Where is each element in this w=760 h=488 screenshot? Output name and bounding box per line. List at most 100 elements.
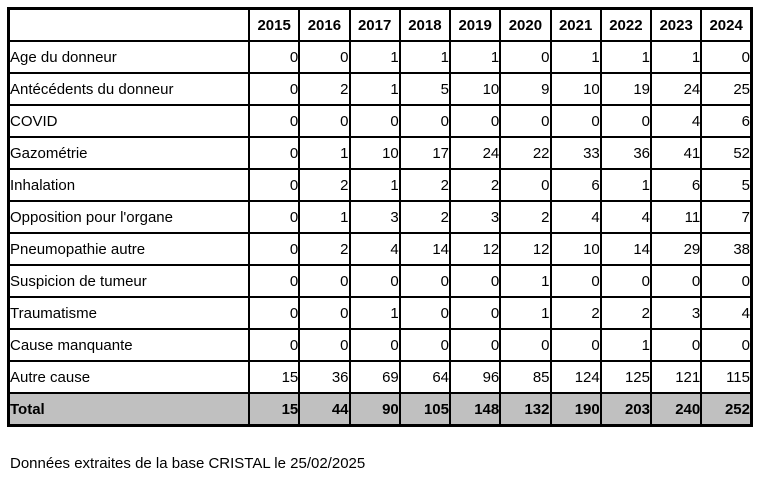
value-cell: 6 xyxy=(649,168,703,202)
value-cell: 0 xyxy=(398,328,452,362)
value-cell: 0 xyxy=(398,264,452,298)
value-cell: 36 xyxy=(599,136,653,170)
total-row: Total 15 44 90 105 148 132 190 203 240 252 xyxy=(7,392,753,427)
year-header-cell: 2019 xyxy=(448,7,502,42)
table-row: Suspicion de tumeur 0 0 0 0 0 1 0 0 0 0 xyxy=(7,264,753,298)
value-cell: 41 xyxy=(649,136,703,170)
value-cell: 0 xyxy=(700,264,753,298)
value-cell: 24 xyxy=(448,136,502,170)
value-cell: 0 xyxy=(298,328,351,362)
value-cell: 0 xyxy=(298,40,351,74)
value-cell: 5 xyxy=(398,72,452,106)
value-cell: 11 xyxy=(649,200,703,234)
value-cell: 0 xyxy=(448,264,502,298)
value-cell: 36 xyxy=(298,360,351,394)
table-row: Autre cause 15 36 69 64 96 85 124 125 121 115 xyxy=(7,360,753,394)
value-cell: 29 xyxy=(649,232,703,266)
table-header-row: 2015 2016 2017 2018 2019 2020 2021 2022 2023 2024 xyxy=(7,7,753,42)
value-cell: 12 xyxy=(448,232,502,266)
value-cell: 14 xyxy=(599,232,653,266)
year-header-cell: 2016 xyxy=(298,7,351,42)
year-header-cell: 2023 xyxy=(649,7,703,42)
value-cell: 0 xyxy=(649,264,703,298)
year-header-cell: 2018 xyxy=(398,7,452,42)
value-cell: 1 xyxy=(448,40,502,74)
value-cell: 148 xyxy=(448,392,502,427)
value-cell: 0 xyxy=(348,264,401,298)
value-cell: 4 xyxy=(549,200,602,234)
value-cell: 3 xyxy=(448,200,502,234)
value-cell: 0 xyxy=(247,104,301,138)
value-cell: 0 xyxy=(298,296,351,330)
value-cell: 2 xyxy=(448,168,502,202)
value-cell: 0 xyxy=(499,328,552,362)
row-label: Cause manquante xyxy=(7,328,250,362)
value-cell: 4 xyxy=(700,296,753,330)
year-header-cell: 2024 xyxy=(700,7,753,42)
value-cell: 15 xyxy=(247,360,301,394)
value-cell: 2 xyxy=(499,200,552,234)
row-label: Autre cause xyxy=(7,360,250,394)
value-cell: 240 xyxy=(649,392,703,427)
value-cell: 17 xyxy=(398,136,452,170)
value-cell: 10 xyxy=(348,136,401,170)
row-label: Gazométrie xyxy=(7,136,250,170)
value-cell: 10 xyxy=(549,72,602,106)
value-cell: 0 xyxy=(448,104,502,138)
year-header-cell: 2017 xyxy=(348,7,401,42)
value-cell: 0 xyxy=(649,328,703,362)
row-label: Age du donneur xyxy=(7,40,250,74)
row-label: Antécédents du donneur xyxy=(7,72,250,106)
value-cell: 190 xyxy=(549,392,602,427)
value-cell: 2 xyxy=(298,72,351,106)
value-cell: 25 xyxy=(700,72,753,106)
value-cell: 0 xyxy=(348,328,401,362)
value-cell: 2 xyxy=(298,232,351,266)
value-cell: 0 xyxy=(549,264,602,298)
value-cell: 90 xyxy=(348,392,401,427)
value-cell: 105 xyxy=(398,392,452,427)
table-row: COVID 0 0 0 0 0 0 0 0 4 6 xyxy=(7,104,753,138)
year-header-cell: 2021 xyxy=(549,7,602,42)
value-cell: 1 xyxy=(649,40,703,74)
value-cell: 0 xyxy=(599,264,653,298)
row-label: COVID xyxy=(7,104,250,138)
value-cell: 4 xyxy=(348,232,401,266)
value-cell: 1 xyxy=(348,168,401,202)
value-cell: 0 xyxy=(398,104,452,138)
value-cell: 0 xyxy=(448,328,502,362)
value-cell: 6 xyxy=(549,168,602,202)
value-cell: 0 xyxy=(448,296,502,330)
row-label: Pneumopathie autre xyxy=(7,232,250,266)
value-cell: 0 xyxy=(499,40,552,74)
table-body: Age du donneur 0 0 1 1 1 0 1 1 1 0 Antécédents du d… xyxy=(7,40,753,427)
value-cell: 0 xyxy=(398,296,452,330)
value-cell: 9 xyxy=(499,72,552,106)
value-cell: 115 xyxy=(700,360,753,394)
value-cell: 0 xyxy=(247,264,301,298)
year-header-cell: 2020 xyxy=(499,7,552,42)
value-cell: 2 xyxy=(398,168,452,202)
value-cell: 203 xyxy=(599,392,653,427)
value-cell: 1 xyxy=(348,72,401,106)
value-cell: 1 xyxy=(599,40,653,74)
value-cell: 14 xyxy=(398,232,452,266)
value-cell: 12 xyxy=(499,232,552,266)
table-row: Traumatisme 0 0 1 0 0 1 2 2 3 4 xyxy=(7,296,753,330)
value-cell: 2 xyxy=(298,168,351,202)
row-label: Total xyxy=(7,392,250,427)
value-cell: 0 xyxy=(247,40,301,74)
value-cell: 64 xyxy=(398,360,452,394)
value-cell: 0 xyxy=(247,136,301,170)
value-cell: 4 xyxy=(649,104,703,138)
value-cell: 0 xyxy=(247,232,301,266)
value-cell: 4 xyxy=(599,200,653,234)
table-row: Gazométrie 0 1 10 17 24 22 33 36 41 52 xyxy=(7,136,753,170)
value-cell: 0 xyxy=(247,296,301,330)
value-cell: 1 xyxy=(499,264,552,298)
value-cell: 2 xyxy=(599,296,653,330)
value-cell: 2 xyxy=(398,200,452,234)
value-cell: 1 xyxy=(298,136,351,170)
value-cell: 1 xyxy=(599,328,653,362)
